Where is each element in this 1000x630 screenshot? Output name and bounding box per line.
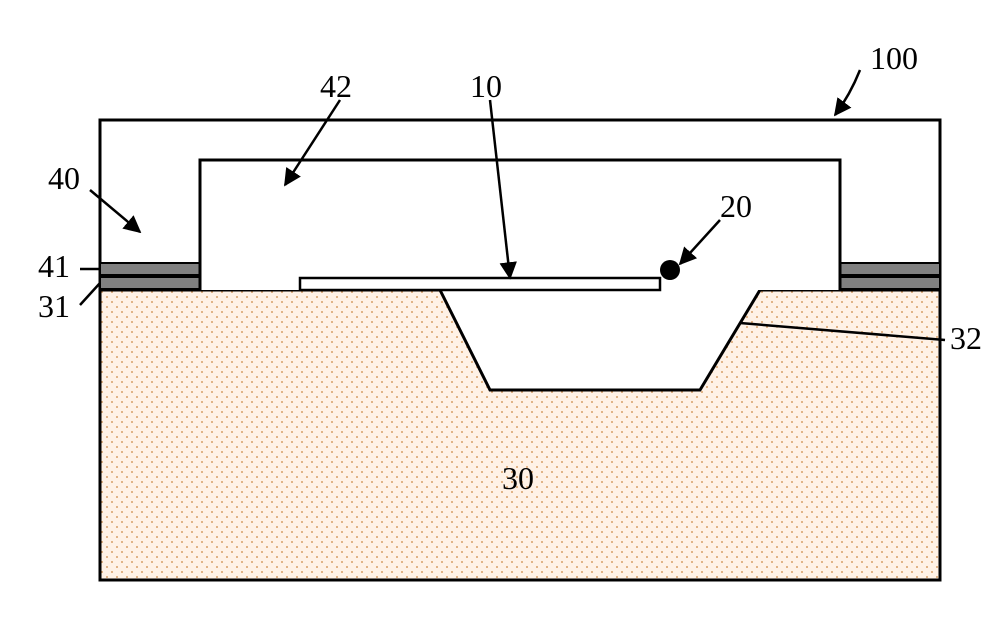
leader-32 xyxy=(740,323,945,340)
ball-20 xyxy=(660,260,680,280)
leader-10 xyxy=(490,100,510,278)
label-100: 100 xyxy=(870,40,918,77)
label-10: 10 xyxy=(470,68,502,105)
leader-42 xyxy=(285,100,340,185)
leader-31 xyxy=(80,283,100,305)
label-31: 31 xyxy=(38,288,70,325)
leader-40 xyxy=(90,190,140,232)
diagram-canvas: 100 42 10 20 40 41 31 30 32 xyxy=(20,20,1000,610)
label-41: 41 xyxy=(38,248,70,285)
seal-left xyxy=(100,263,200,289)
outer-enclosure xyxy=(100,120,940,580)
label-42: 42 xyxy=(320,68,352,105)
diagram-svg xyxy=(20,20,1000,610)
body-30 xyxy=(100,290,940,580)
label-40: 40 xyxy=(48,160,80,197)
label-30: 30 xyxy=(502,460,534,497)
cavity-42 xyxy=(200,160,840,290)
label-20: 20 xyxy=(720,188,752,225)
leader-100 xyxy=(835,70,860,115)
plate-10 xyxy=(300,278,660,290)
seal-right xyxy=(840,263,940,289)
label-32: 32 xyxy=(950,320,982,357)
leader-20 xyxy=(680,220,720,264)
